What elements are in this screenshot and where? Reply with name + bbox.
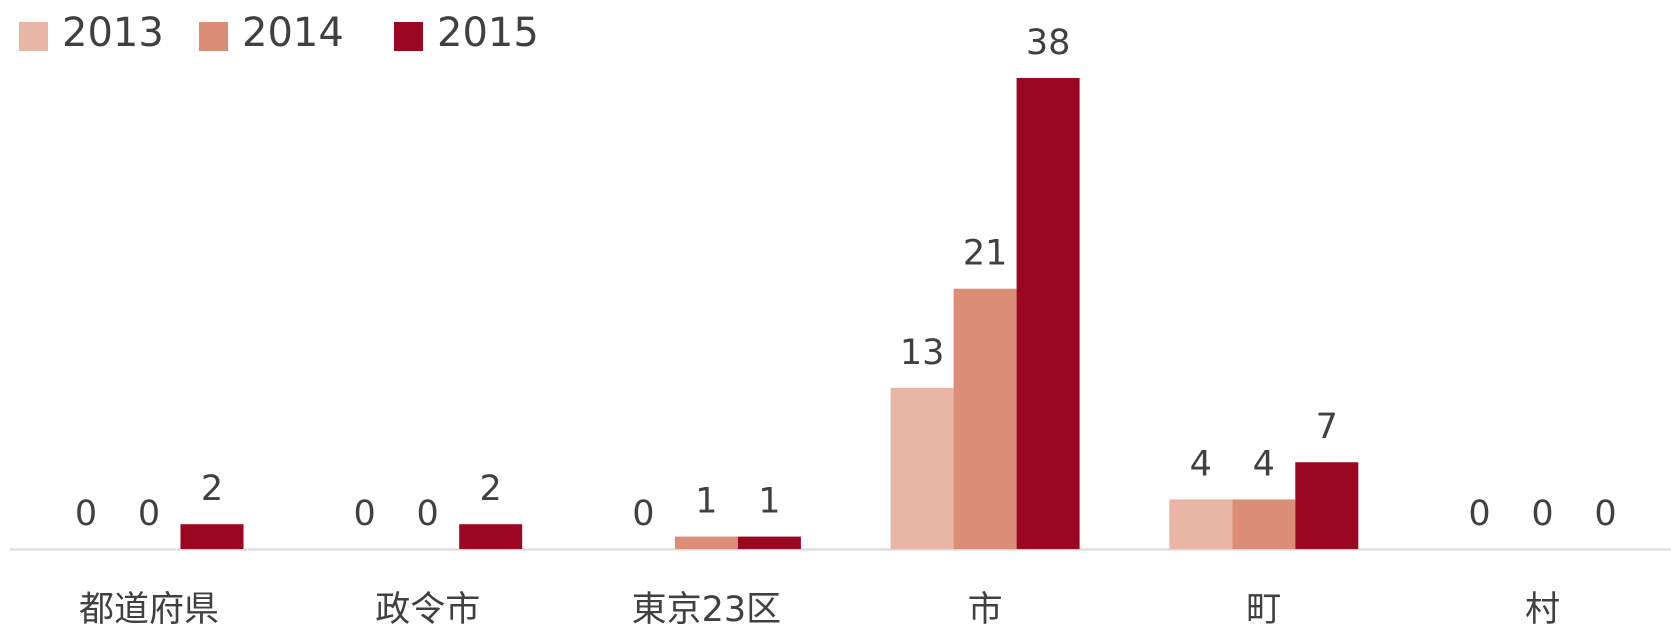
legend-swatch <box>394 22 423 51</box>
x-tick-label: 村 <box>1525 590 1560 629</box>
data-label: 0 <box>1531 494 1553 534</box>
legend-swatch <box>199 22 228 51</box>
bar <box>180 524 244 549</box>
legend-label: 2015 <box>437 10 539 56</box>
data-label: 0 <box>632 494 654 534</box>
bar <box>890 387 954 549</box>
data-label: 0 <box>1594 494 1616 534</box>
data-label: 2 <box>480 469 502 509</box>
data-label: 4 <box>1253 444 1275 484</box>
legend-swatch <box>19 22 48 51</box>
data-label: 7 <box>1316 407 1338 447</box>
bar <box>953 288 1017 549</box>
bar <box>1016 78 1080 549</box>
bar <box>459 524 523 549</box>
data-label: 4 <box>1190 444 1212 484</box>
data-label: 1 <box>758 482 780 522</box>
bar <box>1295 462 1359 549</box>
x-tick-label: 町 <box>1246 590 1281 629</box>
x-tick-label: 政令市 <box>375 590 480 629</box>
bar <box>674 536 738 549</box>
data-label: 13 <box>900 333 945 373</box>
bar <box>1232 499 1296 549</box>
data-label: 38 <box>1026 23 1071 63</box>
data-label: 2 <box>201 469 223 509</box>
bar <box>737 536 801 549</box>
data-label: 21 <box>963 234 1008 274</box>
x-tick-label: 都道府県 <box>79 590 219 629</box>
data-label: 0 <box>417 494 439 534</box>
bar <box>1169 499 1233 549</box>
data-label: 0 <box>75 494 97 534</box>
data-label: 0 <box>354 494 376 534</box>
legend-label: 2014 <box>242 10 344 56</box>
legend-label: 2013 <box>62 10 164 56</box>
data-label: 1 <box>695 482 717 522</box>
x-tick-label: 東京23区 <box>632 590 782 629</box>
data-label: 0 <box>1468 494 1490 534</box>
x-tick-label: 市 <box>968 590 1003 629</box>
data-label: 0 <box>138 494 160 534</box>
